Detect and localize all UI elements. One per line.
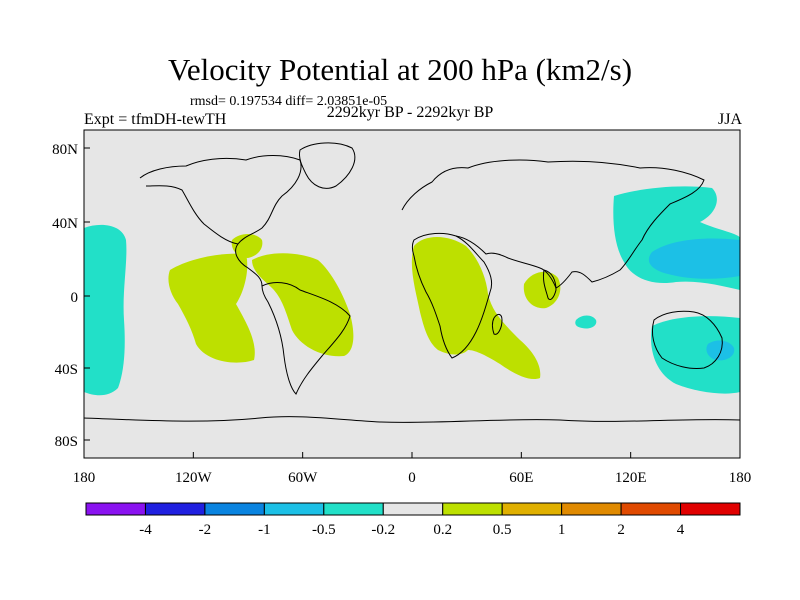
negative-region-western-pacific	[84, 224, 127, 396]
colorbar-label: -1	[258, 522, 271, 538]
colorbar-label: 0.5	[493, 522, 512, 538]
positive-region-south-america-atlantic	[252, 253, 354, 357]
lon-tick-label: 0	[408, 470, 416, 486]
colorbar-box	[620, 502, 682, 516]
lat-tick-label: 80N	[52, 142, 78, 158]
strong-negative-core-australia	[706, 340, 735, 361]
colorbar-label: -0.5	[312, 522, 336, 538]
coastlines	[84, 142, 740, 423]
strong-negative-core-pacific	[648, 238, 740, 279]
africa-coast	[412, 232, 493, 359]
madagascar-coast	[492, 313, 503, 335]
experiment-label: Expt = tfmDH-tewTH	[84, 111, 227, 128]
lon-tick-label: 60W	[288, 470, 318, 486]
colorbar-box	[442, 502, 503, 516]
negative-region-australia	[651, 316, 740, 394]
greenland-coast	[299, 142, 356, 189]
map-title: Velocity Potential at 200 hPa (km2/s)	[167, 52, 633, 87]
lon-tick-label: 60E	[509, 470, 533, 486]
anomaly-contours	[84, 186, 740, 396]
colorbar: -4 -2 -1 -0.5 -0.2 0.2 0.5 1 2 4	[85, 502, 741, 538]
colorbar-label: 4	[677, 522, 685, 538]
colorbar-box	[144, 502, 206, 516]
lon-tick-label: 180	[729, 470, 752, 486]
lat-tick-label: 0	[71, 290, 79, 306]
colorbar-label: -4	[139, 522, 152, 538]
period-label: 2292kyr BP - 2292kyr BP	[326, 104, 494, 121]
season-label: JJA	[717, 111, 742, 128]
colorbar-label: -0.2	[371, 522, 395, 538]
india-coast	[543, 269, 557, 301]
antarctica-coast	[84, 416, 740, 423]
lat-tick-label: 40S	[55, 362, 78, 378]
lon-tick-label: 120E	[615, 470, 647, 486]
colorbar-box	[680, 502, 741, 516]
lat-tick-label: 80S	[55, 434, 78, 450]
colorbar-label: 0.2	[433, 522, 452, 538]
lon-tick-label: 120W	[175, 470, 213, 486]
positive-region-eastern-pacific	[168, 253, 255, 363]
lat-tick-label: 40N	[52, 216, 78, 232]
positive-region-caribbean	[231, 234, 263, 258]
colorbar-box	[382, 502, 444, 516]
colorbar-label: -2	[199, 522, 212, 538]
colorbar-label: 1	[558, 522, 566, 538]
stats-label: rmsd= 0.197534 diff= 2.03851e-05	[190, 94, 388, 109]
colorbar-box	[85, 502, 146, 516]
australia-coast	[651, 310, 723, 369]
colorbar-box	[263, 502, 325, 516]
north-america-coast	[139, 155, 302, 287]
colorbar-box	[204, 502, 265, 516]
latitude-axis: 80N 40N 0 40S 80S	[52, 142, 90, 450]
lon-tick-label: 180	[73, 470, 96, 486]
colorbar-box	[501, 502, 563, 516]
longitude-axis: 180 120W 60W 0 60E 120E 180	[73, 452, 752, 486]
colorbar-label: 2	[617, 522, 625, 538]
south-america-coast	[261, 282, 351, 395]
colorbar-box	[561, 502, 622, 516]
negative-region-indian-ocean-small	[575, 315, 597, 329]
colorbar-box	[323, 502, 384, 516]
eurasia-coast	[401, 159, 705, 289]
